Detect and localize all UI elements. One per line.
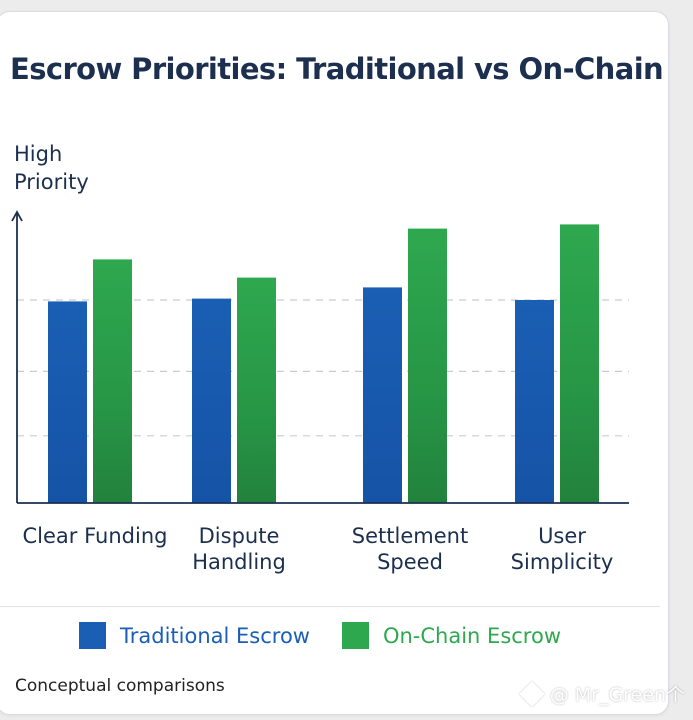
legend-swatch-traditional [79,622,106,649]
legend-swatch-onchain [341,622,369,649]
bar-traditional-0 [48,301,87,503]
legend-label-traditional: Traditional Escrow [120,623,310,648]
bar-onchain-3 [560,224,599,503]
legend: Traditional Escrow On-Chain Escrow [79,622,593,649]
bar-traditional-2 [363,287,402,503]
x-tick-label: Settlement Speed [351,524,469,574]
bars [48,224,599,503]
watermark: @ Mr_Green个 [518,680,685,707]
bar-onchain-2 [408,228,447,503]
axes [11,210,629,504]
bar-onchain-1 [237,277,276,503]
x-tick-label: Dispute Handling [192,524,286,574]
y-axis-arrow-icon [11,210,23,222]
y-axis-label: High Priority [14,142,89,194]
caption: Conceptual comparisons [15,676,225,696]
x-tick-label: User Simplicity [510,524,614,574]
legend-item-onchain: On-Chain Escrow [341,622,561,649]
watermark-logo-icon [518,680,545,707]
bar-onchain-0 [93,259,132,503]
chart-title: Escrow Priorities: Traditional vs On-Cha… [10,52,664,86]
legend-item-traditional: Traditional Escrow [79,622,310,649]
legend-label-onchain: On-Chain Escrow [382,623,561,648]
watermark-text: @ Mr_Green个 [549,684,685,706]
bar-traditional-1 [192,298,231,503]
x-tick-label: Clear Funding [22,524,168,548]
legend-divider [0,606,660,607]
bar-traditional-3 [515,300,554,503]
